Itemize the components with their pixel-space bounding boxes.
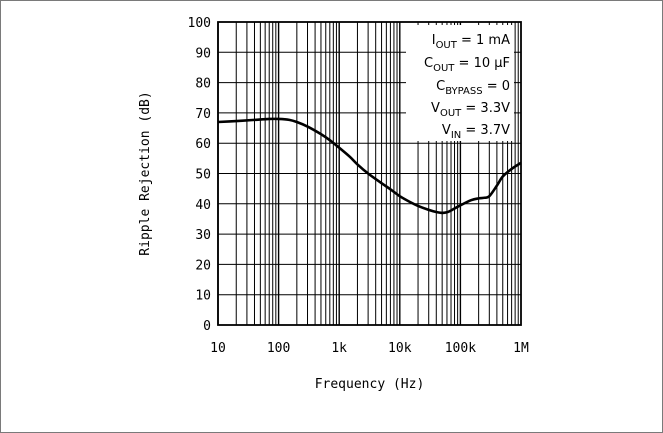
series-line (217, 117, 522, 215)
y-tick-label: 100 (188, 16, 211, 31)
condition-label: CBYPASS = 0 (436, 79, 510, 97)
tick-labels: 0 10 20 30 40 50 60 70 80 90 100 10 100 1k 10k 100k 1M (188, 16, 529, 356)
x-tick-label: 1M (513, 341, 529, 356)
y-axis-label: Ripple Rejection (dB) (138, 91, 153, 255)
plot-border (217, 21, 522, 326)
x-axis-label: Frequency (Hz) (315, 377, 425, 392)
condition-label: COUT = 10 μF (424, 56, 510, 74)
y-tick-label: 0 (203, 319, 211, 334)
y-tick-label: 50 (195, 168, 211, 183)
y-tick-label: 40 (195, 198, 211, 213)
y-tick-label: 60 (195, 137, 211, 152)
y-tick-label: 90 (195, 46, 211, 61)
condition-label: VOUT = 3.3V (431, 101, 510, 119)
y-tick-label: 10 (195, 289, 211, 304)
y-tick-label: 70 (195, 107, 211, 122)
x-tick-label: 100k (445, 341, 476, 356)
y-tick-label: 20 (195, 258, 211, 273)
x-tick-label: 100 (267, 341, 290, 356)
y-tick-label: 30 (195, 228, 211, 243)
x-tick-label: 10 (210, 341, 226, 356)
annotation-box (406, 25, 514, 141)
x-tick-label: 1k (331, 341, 347, 356)
condition-label: IOUT = 1 mA (432, 33, 510, 51)
y-tick-label: 80 (195, 77, 211, 92)
condition-annotations: IOUT = 1 mA COUT = 10 μF CBYPASS = 0 VOUT =… (424, 33, 510, 141)
x-tick-label: 10k (388, 341, 412, 356)
condition-label: VIN = 3.7V (442, 123, 510, 141)
